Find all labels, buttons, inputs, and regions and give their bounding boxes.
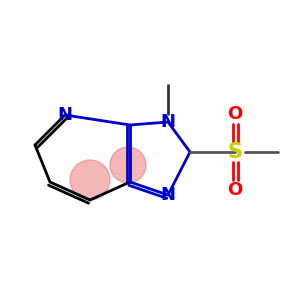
Text: N: N [160, 186, 175, 204]
Text: N: N [58, 106, 73, 124]
Text: S: S [227, 142, 242, 162]
Circle shape [70, 160, 110, 200]
Text: N: N [160, 113, 175, 131]
Text: O: O [227, 105, 243, 123]
Text: O: O [227, 181, 243, 199]
Circle shape [110, 147, 146, 183]
